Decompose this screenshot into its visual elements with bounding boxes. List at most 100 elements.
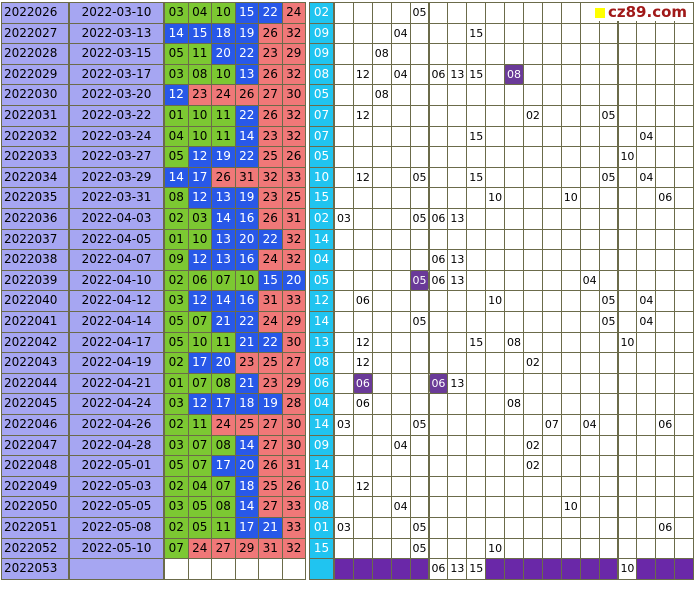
red-ball-cell: 07 xyxy=(211,269,236,292)
trend-empty-cell xyxy=(636,187,657,209)
red-ball-cell: 28 xyxy=(281,393,306,415)
trend-empty-cell xyxy=(409,228,430,251)
trend-empty-cell xyxy=(655,537,676,560)
trend-empty-cell xyxy=(523,290,543,312)
trend-mark-cell: 06 xyxy=(428,63,449,86)
trend-empty-cell xyxy=(636,496,657,518)
trend-empty-cell xyxy=(598,146,619,168)
trend-empty-cell xyxy=(674,43,695,65)
trend-mark-cell: 13 xyxy=(447,63,468,86)
trend-empty-cell xyxy=(598,22,619,45)
trend-empty-cell xyxy=(352,414,373,436)
trend-empty-cell xyxy=(334,331,354,354)
red-ball-cell: 05 xyxy=(187,517,212,539)
red-ball-cell: 12 xyxy=(164,84,189,106)
trend-empty-cell xyxy=(523,2,543,24)
trend-empty-cell xyxy=(428,537,449,560)
trend-mark-cell: 04 xyxy=(636,290,657,312)
trend-empty-cell xyxy=(504,43,524,65)
trend-empty-cell xyxy=(541,331,562,354)
trend-empty-cell xyxy=(504,372,524,395)
trend-mark-cell: 06 xyxy=(655,414,676,436)
trend-empty-cell xyxy=(579,331,600,354)
trend-empty-cell xyxy=(371,496,392,518)
trend-mark-cell: 12 xyxy=(352,352,373,374)
trend-empty-cell xyxy=(655,331,676,354)
red-ball-cell: 02 xyxy=(164,352,189,374)
trend-empty-cell xyxy=(674,496,695,518)
trend-mark-cell: 06 xyxy=(428,249,449,271)
trend-empty-cell xyxy=(617,84,638,106)
trend-mark-cell: 04 xyxy=(390,63,411,86)
trend-empty-cell xyxy=(352,228,373,251)
trend-empty-cell xyxy=(504,496,524,518)
red-ball-cell: 07 xyxy=(187,455,212,477)
red-ball-cell: 26 xyxy=(234,84,259,106)
trend-empty-cell xyxy=(674,187,695,209)
trend-empty-cell xyxy=(560,311,581,333)
trend-empty-cell xyxy=(466,311,487,333)
trend-empty-cell xyxy=(617,105,638,127)
trend-empty-cell xyxy=(371,2,392,24)
trend-empty-cell xyxy=(598,249,619,271)
trend-empty-cell xyxy=(485,125,506,148)
red-ball-cell: 30 xyxy=(281,414,306,436)
trend-empty-cell xyxy=(485,208,506,230)
trend-mark-cell: 13 xyxy=(447,208,468,230)
trend-mark-cell: 10 xyxy=(617,146,638,168)
trend-empty-cell xyxy=(523,43,543,65)
trend-empty-cell xyxy=(334,537,354,560)
trend-empty-cell xyxy=(371,187,392,209)
trend-mark-cell: 05 xyxy=(598,105,619,127)
trend-empty-cell xyxy=(674,475,695,498)
trend-empty-cell xyxy=(504,228,524,251)
red-ball-cell: 23 xyxy=(258,187,283,209)
trend-mark-cell: 08 xyxy=(504,393,524,415)
issue-number-cell: 2022052 xyxy=(1,537,69,560)
trend-empty-cell xyxy=(504,125,524,148)
red-ball-cell: 06 xyxy=(187,269,212,292)
red-ball-cell: 04 xyxy=(164,125,189,148)
blue-ball-cell: 12 xyxy=(309,290,334,312)
trend-empty-cell xyxy=(655,43,676,65)
trend-empty-cell xyxy=(523,496,543,518)
trend-empty-cell xyxy=(334,63,354,86)
trend-empty-cell xyxy=(428,311,449,333)
trend-empty-cell xyxy=(617,393,638,415)
trend-empty-cell xyxy=(636,43,657,65)
issue-number-cell: 2022033 xyxy=(1,146,69,168)
trend-empty-cell xyxy=(371,455,392,477)
blue-ball-cell: 02 xyxy=(309,208,334,230)
trend-empty-cell xyxy=(579,537,600,560)
draw-date-cell: 2022-04-12 xyxy=(69,290,164,312)
trend-empty-cell xyxy=(579,63,600,86)
trend-empty-cell xyxy=(504,414,524,436)
red-ball-cell: 32 xyxy=(281,537,306,560)
trend-empty-cell xyxy=(674,105,695,127)
issue-number-cell: 2022036 xyxy=(1,208,69,230)
trend-empty-cell xyxy=(617,63,638,86)
trend-empty-cell xyxy=(485,496,506,518)
trend-empty-cell xyxy=(579,496,600,518)
trend-empty-cell xyxy=(579,22,600,45)
issue-number-cell: 2022042 xyxy=(1,331,69,354)
trend-empty-cell xyxy=(617,517,638,539)
trend-empty-cell xyxy=(598,393,619,415)
trend-empty-cell xyxy=(428,455,449,477)
trend-mark-cell: 05 xyxy=(409,311,430,333)
trend-empty-cell xyxy=(541,537,562,560)
site-logo[interactable]: cz89.com xyxy=(591,3,693,21)
trend-empty-cell xyxy=(674,372,695,395)
trend-mark-cell: 05 xyxy=(598,311,619,333)
trend-empty-cell xyxy=(409,496,430,518)
trend-mark-cell: 12 xyxy=(352,331,373,354)
trend-empty-cell xyxy=(390,187,411,209)
trend-empty-cell xyxy=(371,166,392,189)
red-ball-cell: 24 xyxy=(211,84,236,106)
trend-empty-cell xyxy=(636,455,657,477)
red-ball-cell: 14 xyxy=(164,166,189,189)
trend-empty-cell xyxy=(428,331,449,354)
trend-empty-cell xyxy=(674,352,695,374)
trend-empty-cell xyxy=(674,228,695,251)
draw-date-cell: 2022-05-03 xyxy=(69,475,164,498)
